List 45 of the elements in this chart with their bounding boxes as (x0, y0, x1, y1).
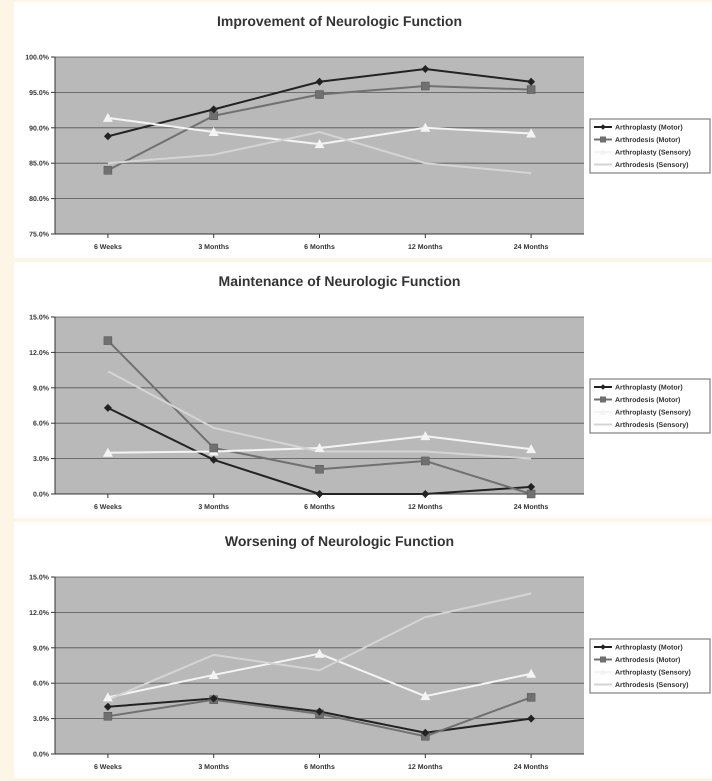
point (526, 128, 536, 138)
line-series (106, 131, 532, 174)
point (314, 442, 324, 452)
line-series (106, 370, 532, 460)
point (104, 702, 112, 711)
point (104, 166, 112, 175)
point (526, 693, 536, 702)
point (316, 490, 324, 498)
point (104, 712, 112, 720)
point (210, 105, 218, 114)
chart-title: Worsening of Neurologic Function (224, 533, 454, 549)
point (421, 490, 430, 498)
point (526, 668, 536, 678)
point (104, 132, 112, 140)
point (420, 122, 430, 132)
point (421, 456, 430, 466)
point (421, 728, 430, 737)
point (315, 464, 324, 474)
point (210, 456, 218, 464)
point (316, 78, 324, 86)
point (526, 85, 536, 94)
point (314, 648, 324, 658)
point (208, 127, 219, 136)
chart-title: Improvement of Neurologic Function (216, 13, 462, 29)
point (527, 482, 536, 491)
point (102, 692, 113, 702)
point (421, 82, 430, 90)
chart-title: Maintenance of Neurologic Function (218, 273, 460, 289)
point (102, 112, 113, 122)
point (527, 714, 536, 723)
point (104, 336, 112, 345)
point (420, 691, 430, 700)
point (104, 404, 112, 412)
point (209, 112, 218, 120)
point (316, 708, 324, 716)
point (420, 431, 430, 440)
point (209, 444, 218, 452)
point (527, 78, 536, 86)
point (315, 90, 324, 99)
point (526, 490, 536, 498)
point (102, 448, 113, 457)
point (208, 670, 219, 679)
point (421, 65, 430, 74)
point (314, 139, 324, 148)
point (526, 444, 536, 454)
